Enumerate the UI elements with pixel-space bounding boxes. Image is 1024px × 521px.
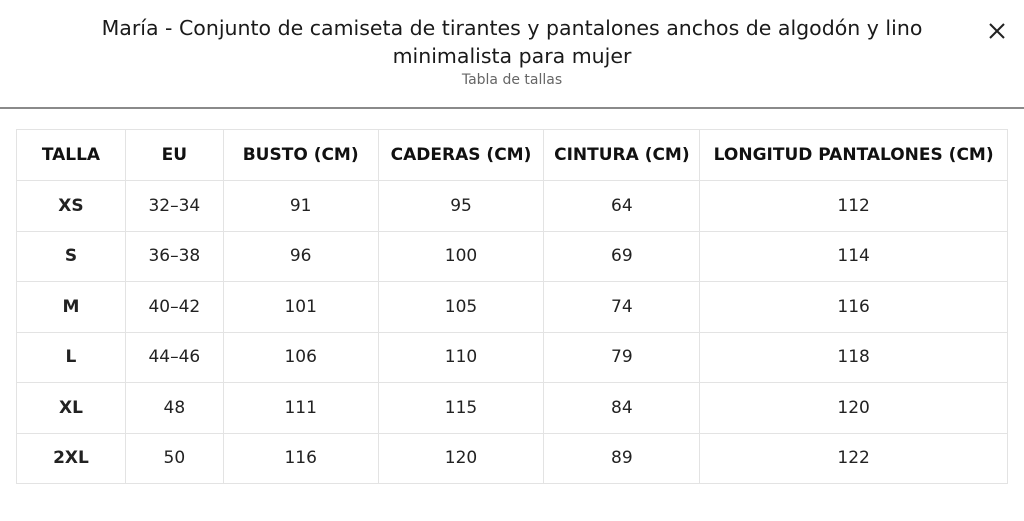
table-cell: 74 — [543, 281, 701, 333]
table-cell: 96 — [222, 230, 379, 282]
table-cell: 69 — [543, 230, 701, 282]
table-cell: 44–46 — [124, 331, 224, 383]
modal-header: María - Conjunto de camiseta de tirantes… — [0, 0, 1024, 109]
size-cell: M — [16, 281, 126, 333]
size-cell: 2XL — [16, 432, 126, 484]
size-table: TALLA EU BUSTO (CM) CADERAS (CM) CINTURA (CM… — [16, 129, 1008, 484]
table-cell: 106 — [222, 331, 379, 383]
column-header: EU — [124, 129, 224, 181]
table-cell: 105 — [377, 281, 545, 333]
table-cell: 40–42 — [124, 281, 224, 333]
size-cell: XS — [16, 180, 126, 232]
modal-subtitle: Tabla de tallas — [461, 72, 563, 88]
table-cell: 120 — [377, 432, 545, 484]
column-header: CADERAS (CM) — [377, 129, 545, 181]
table-cell: 115 — [377, 382, 545, 434]
column-header: CINTURA (CM) — [543, 129, 701, 181]
close-button[interactable] — [987, 21, 1007, 41]
header-row: TALLA EU BUSTO (CM) CADERAS (CM) CINTURA (CM… — [16, 129, 1008, 181]
table-row: XS 32–34 91 95 64 112 — [16, 180, 1008, 232]
table-cell: 91 — [222, 180, 379, 232]
table-row: S 36–38 96 100 69 114 — [16, 230, 1008, 282]
column-header: TALLA — [16, 129, 126, 181]
table-cell: 50 — [124, 432, 224, 484]
column-header: BUSTO (CM) — [222, 129, 379, 181]
table-cell: 110 — [377, 331, 545, 383]
size-cell: XL — [16, 382, 126, 434]
table-body: XS 32–34 91 95 64 112 S 36–38 96 100 69 114 M 40–42 10… — [16, 180, 1008, 484]
table-cell: 118 — [699, 331, 1008, 383]
size-cell: L — [16, 331, 126, 383]
table-cell: 101 — [222, 281, 379, 333]
table-cell: 64 — [543, 180, 701, 232]
table-row: 2XL 50 116 120 89 122 — [16, 432, 1008, 484]
modal-title: María - Conjunto de camiseta de tirantes… — [101, 16, 923, 68]
table-cell: 84 — [543, 382, 701, 434]
table-cell: 48 — [124, 382, 224, 434]
table-cell: 36–38 — [124, 230, 224, 282]
table-cell: 95 — [377, 180, 545, 232]
table-cell: 89 — [543, 432, 701, 484]
table-cell: 112 — [699, 180, 1008, 232]
table-cell: 32–34 — [124, 180, 224, 232]
table-cell: 116 — [222, 432, 379, 484]
table-cell: 79 — [543, 331, 701, 383]
table-cell: 100 — [377, 230, 545, 282]
table-cell: 116 — [699, 281, 1008, 333]
table-cell: 114 — [699, 230, 1008, 282]
table-row: M 40–42 101 105 74 116 — [16, 281, 1008, 333]
table-cell: 120 — [699, 382, 1008, 434]
size-cell: S — [16, 230, 126, 282]
table-cell: 122 — [699, 432, 1008, 484]
table-cell: 111 — [222, 382, 379, 434]
column-header: LONGITUD PANTALONES (CM) — [699, 129, 1008, 181]
table-row: XL 48 111 115 84 120 — [16, 382, 1008, 434]
table-row: L 44–46 106 110 79 118 — [16, 331, 1008, 383]
